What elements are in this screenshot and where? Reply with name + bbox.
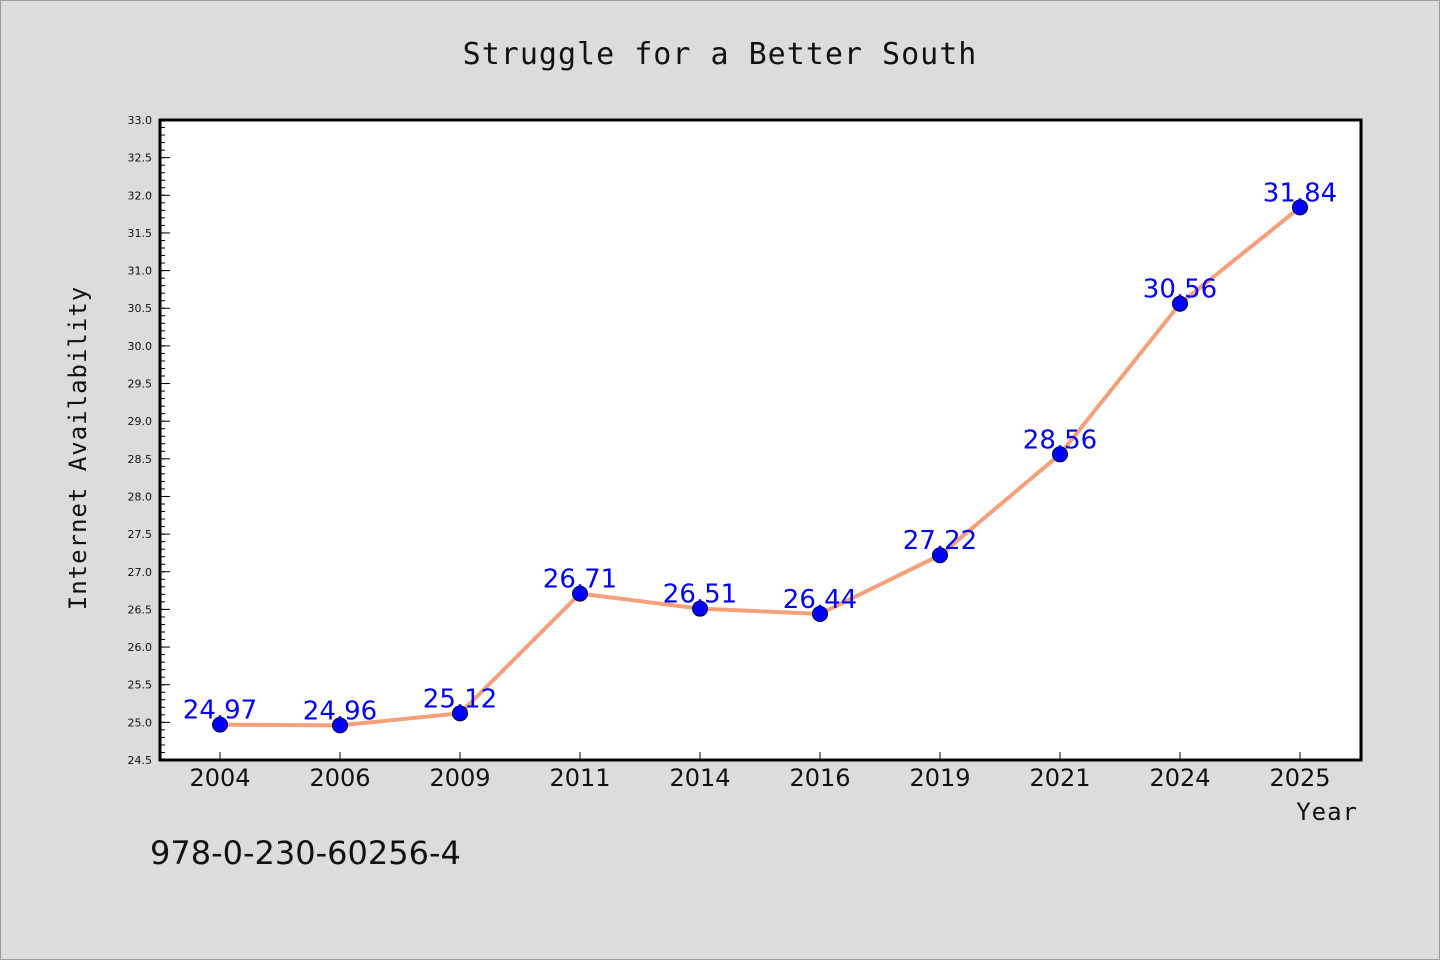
data-point bbox=[1172, 295, 1188, 312]
x-tick-label: 2021 bbox=[1029, 764, 1090, 792]
isbn-footer: 978-0-230-60256-4 bbox=[150, 834, 461, 872]
y-tick-label: 26.0 bbox=[128, 641, 153, 654]
y-tick-label: 28.5 bbox=[128, 453, 153, 466]
data-label: 31.84 bbox=[1263, 178, 1337, 208]
x-tick-label: 2006 bbox=[309, 764, 370, 792]
y-tick-label: 30.0 bbox=[128, 340, 153, 353]
series-markers bbox=[212, 199, 1308, 734]
data-label: 28.56 bbox=[1023, 425, 1097, 455]
y-tick-label: 28.0 bbox=[128, 490, 153, 503]
x-tick-label: 2011 bbox=[549, 764, 610, 792]
data-point bbox=[572, 585, 588, 602]
y-tick-label: 31.0 bbox=[128, 265, 153, 278]
x-axis-label: Year bbox=[1296, 798, 1358, 826]
y-tick-label: 31.5 bbox=[128, 227, 153, 240]
y-tick-label: 25.5 bbox=[128, 679, 153, 692]
x-tick-label: 2016 bbox=[789, 764, 850, 792]
data-label: 24.97 bbox=[183, 696, 257, 726]
y-tick-label: 33.0 bbox=[128, 114, 153, 127]
data-label: 26.44 bbox=[783, 585, 857, 615]
y-tick-label: 32.5 bbox=[128, 152, 153, 165]
x-tick-label: 2019 bbox=[909, 764, 970, 792]
data-point bbox=[692, 600, 708, 617]
y-tick-label: 32.0 bbox=[128, 189, 153, 202]
data-label: 26.71 bbox=[543, 565, 617, 595]
x-axis: 2004 2006 2009 2011 2014 2016 2019 2021 2024 2025 bbox=[189, 752, 1331, 792]
x-tick-label: 2025 bbox=[1269, 764, 1330, 792]
data-point bbox=[812, 605, 828, 622]
data-label: 24.96 bbox=[303, 696, 377, 726]
data-label: 30.56 bbox=[1143, 275, 1217, 305]
data-point bbox=[212, 716, 228, 733]
y-tick-label: 29.5 bbox=[128, 378, 153, 391]
y-tick-label: 27.5 bbox=[128, 528, 153, 541]
x-tick-label: 2004 bbox=[189, 764, 250, 792]
data-point bbox=[932, 547, 948, 564]
data-label: 26.51 bbox=[663, 580, 737, 610]
x-tick-label: 2024 bbox=[1149, 764, 1210, 792]
series-line bbox=[218, 205, 1302, 728]
plot-area bbox=[158, 118, 1363, 762]
y-tick-label: 27.0 bbox=[128, 566, 153, 579]
chart-title: Struggle for a Better South bbox=[463, 37, 978, 72]
x-tick-label: 2014 bbox=[669, 764, 730, 792]
data-label: 25.12 bbox=[423, 684, 497, 714]
data-point bbox=[1052, 446, 1068, 463]
y-tick-label: 30.5 bbox=[128, 302, 153, 315]
y-axis-label: Internet Availability bbox=[64, 286, 92, 610]
y-axis: 24.5 25.0 25.5 26.0 26.5 27.0 27.5 28.0 28.5 29.0… bbox=[128, 114, 170, 767]
y-tick-label: 25.0 bbox=[128, 716, 153, 729]
x-tick-label: 2009 bbox=[429, 764, 490, 792]
data-labels: 24.97 24.96 25.12 26.71 26.51 26.44 27.22 28.56… bbox=[183, 178, 1337, 726]
data-point bbox=[332, 717, 348, 734]
data-label: 27.22 bbox=[903, 526, 977, 556]
y-tick-label: 24.5 bbox=[128, 754, 153, 767]
data-point bbox=[1292, 199, 1308, 216]
data-point bbox=[452, 705, 468, 722]
y-tick-label: 29.0 bbox=[128, 415, 153, 428]
y-tick-label: 26.5 bbox=[128, 603, 153, 616]
